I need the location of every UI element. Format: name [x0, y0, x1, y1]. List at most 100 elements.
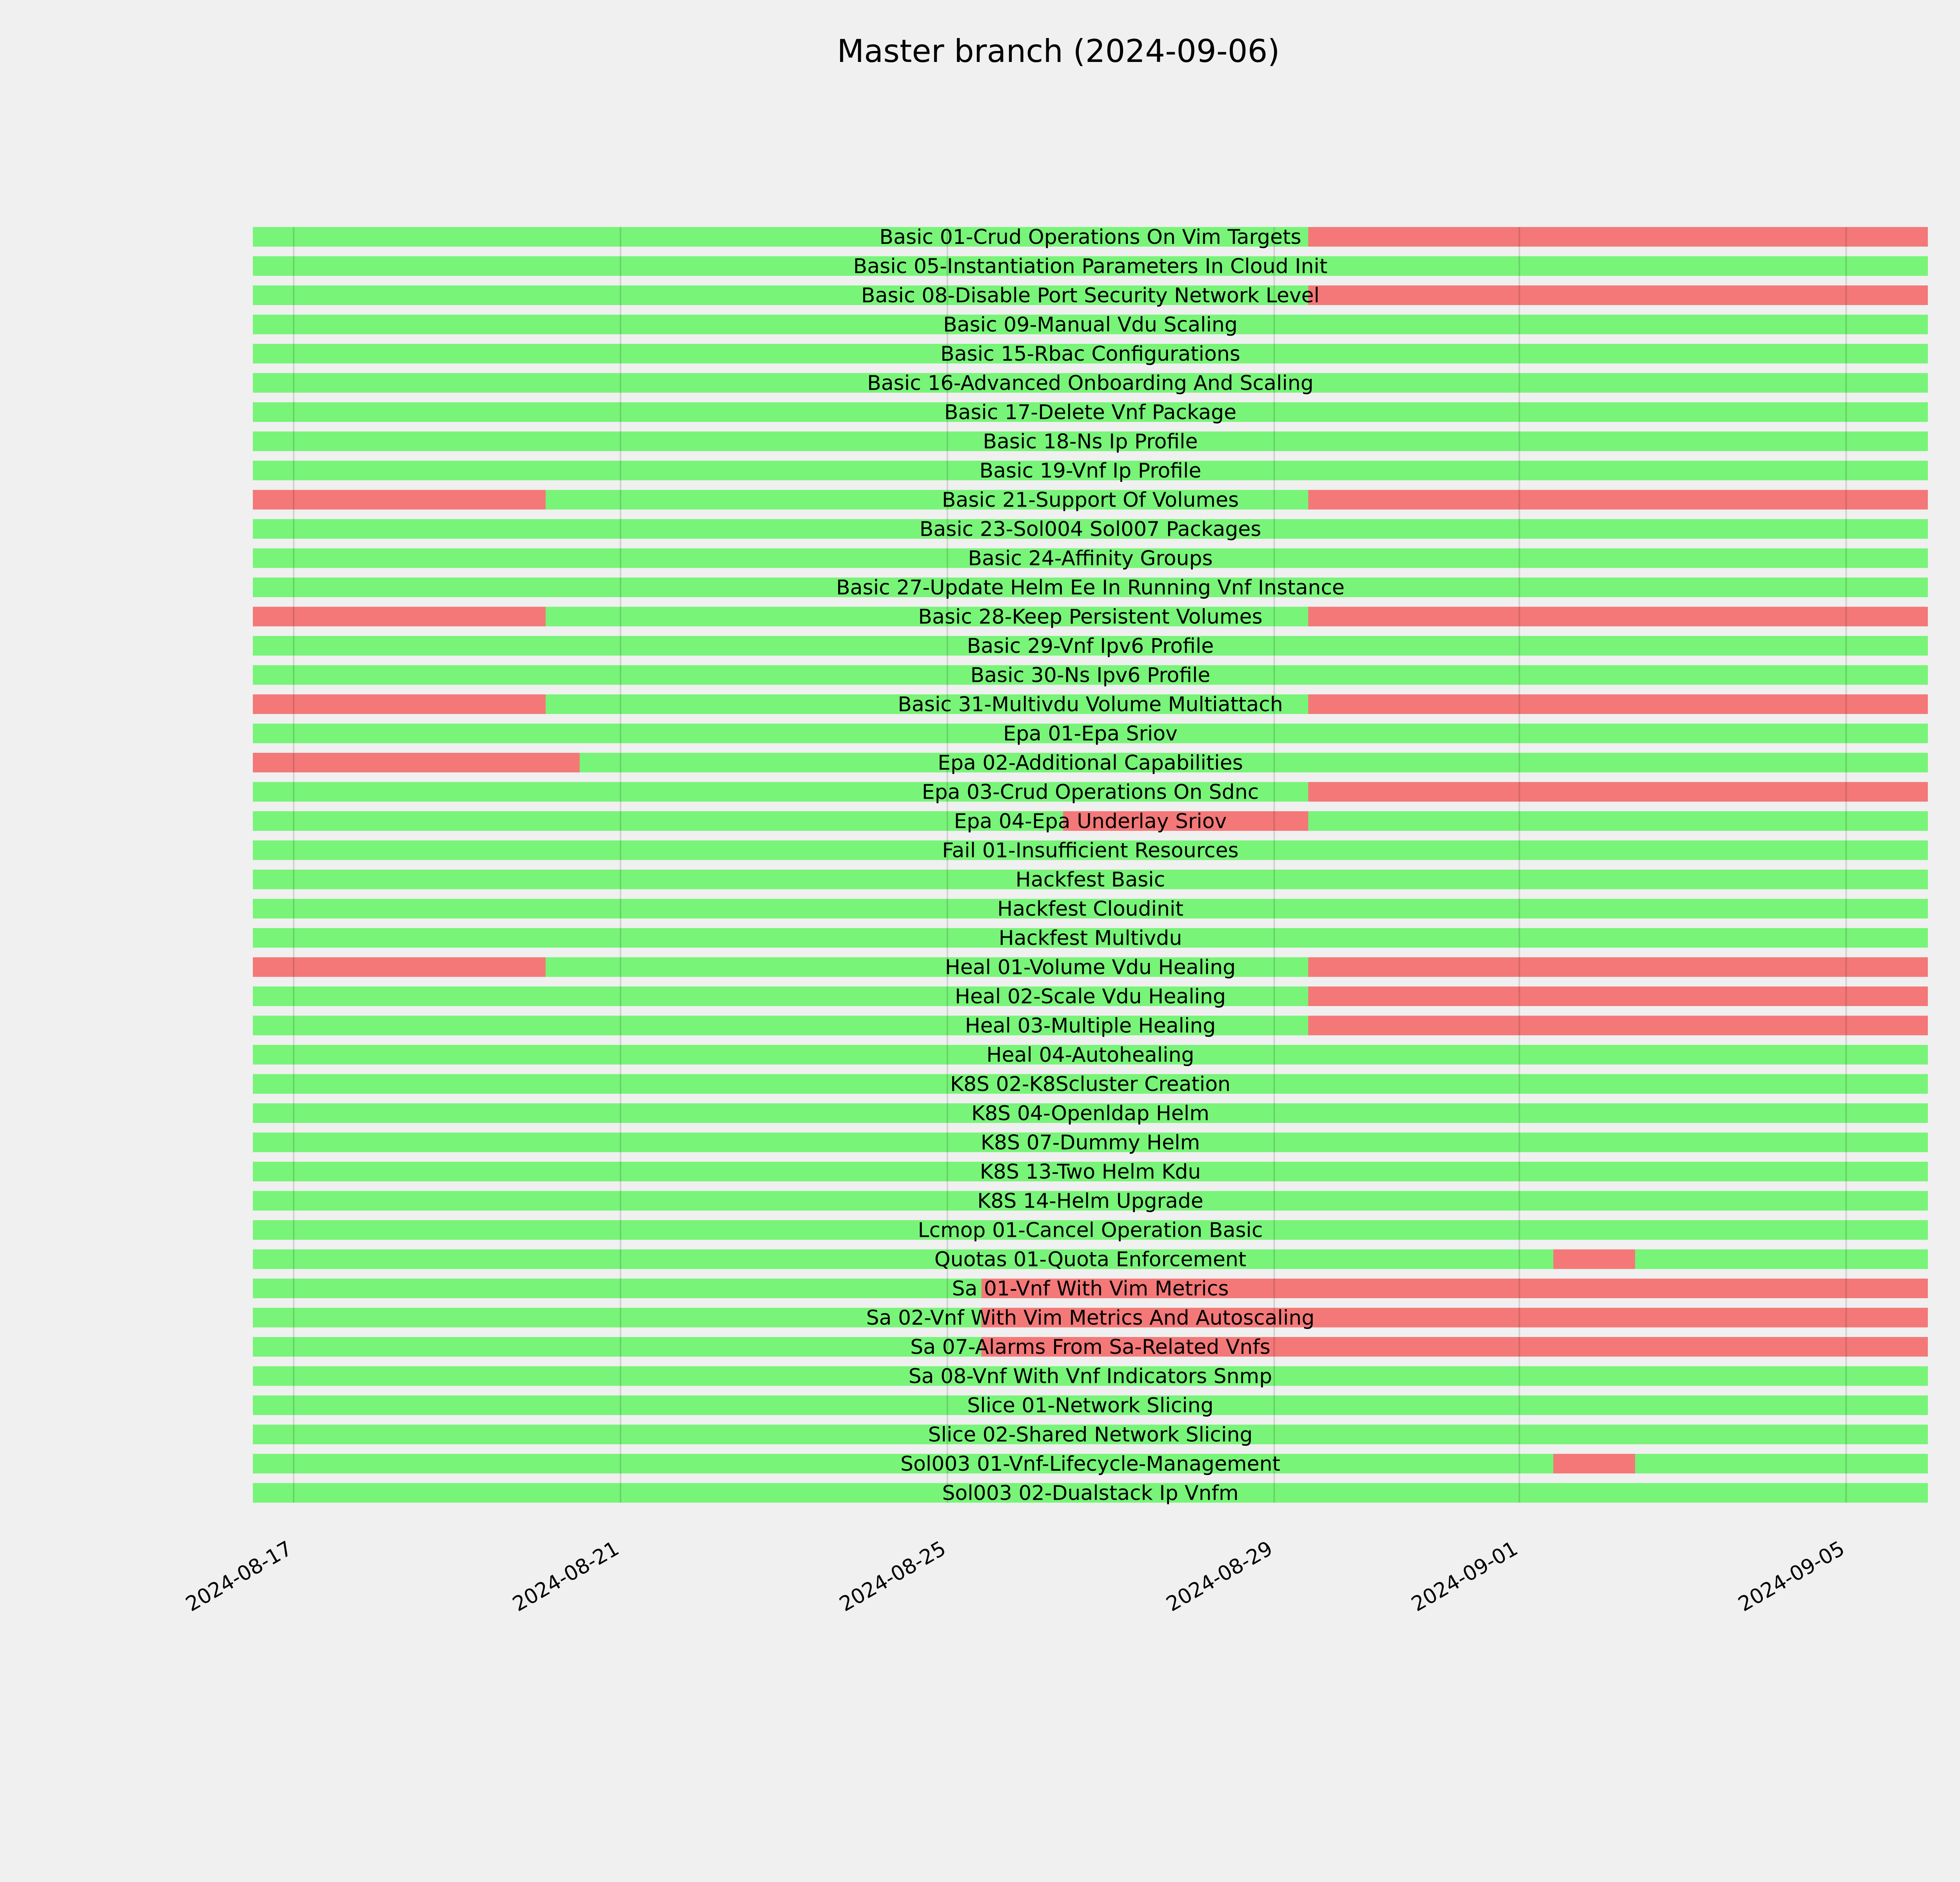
row-label: Basic 28-Keep Persistent Volumes: [918, 605, 1262, 629]
row-label: Basic 23-Sol004 Sol007 Packages: [920, 518, 1261, 541]
pass-bar: [253, 723, 1928, 743]
row-label: Basic 24-Affinity Groups: [968, 547, 1212, 570]
pass-bar: [253, 548, 1928, 568]
row-label: Sa 08-Vnf With Vnf Indicators Snmp: [909, 1365, 1272, 1388]
x-tick-label: 2024-08-25: [836, 1537, 950, 1616]
fail-segment: [1308, 782, 1928, 802]
row-label: Heal 04-Autohealing: [986, 1043, 1194, 1067]
row-label: Basic 05-Instantiation Parameters In Clo…: [853, 255, 1328, 278]
row-label: Heal 01-Volume Vdu Healing: [945, 956, 1236, 979]
row-label: K8S 07-Dummy Helm: [981, 1131, 1200, 1155]
pass-bar: [253, 1191, 1928, 1211]
row-label: Epa 03-Crud Operations On Sdnc: [922, 781, 1259, 804]
pass-bar: [253, 928, 1928, 948]
row-label: Sol003 02-Dualstack Ip Vnfm: [942, 1482, 1238, 1505]
pass-bar: [253, 431, 1928, 451]
fail-segment: [1308, 957, 1928, 977]
fail-segment: [1308, 1015, 1928, 1035]
row-label: Epa 01-Epa Sriov: [1003, 722, 1178, 746]
row-label: Basic 29-Vnf Ipv6 Profile: [967, 634, 1214, 658]
row-label: Heal 03-Multiple Healing: [965, 1014, 1216, 1038]
row-label: Basic 15-Rbac Configurations: [940, 342, 1240, 366]
fail-segment: [1063, 811, 1308, 831]
fail-segment: [1308, 986, 1928, 1006]
fail-segment: [1553, 1454, 1635, 1473]
row-label: Slice 02-Shared Network Slicing: [928, 1423, 1252, 1447]
pass-bar: [253, 256, 1928, 276]
pass-bar: [253, 402, 1928, 422]
status-bars: [253, 227, 1928, 1503]
pass-bar: [253, 1424, 1928, 1444]
pass-bar: [253, 373, 1928, 393]
chart-title: Master branch (2024-09-06): [837, 33, 1280, 69]
fail-segment: [253, 607, 546, 627]
pass-bar: [253, 1103, 1928, 1123]
row-label: Basic 31-Multivdu Volume Multiattach: [898, 693, 1283, 716]
row-label: Hackfest Basic: [1016, 868, 1165, 892]
fail-segment: [1308, 490, 1928, 510]
fail-segment: [981, 1337, 1928, 1357]
row-label: Basic 01-Crud Operations On Vim Targets: [879, 225, 1301, 249]
fail-segment: [1308, 227, 1928, 247]
x-tick-label: 2024-08-29: [1162, 1537, 1277, 1616]
fail-segment: [1553, 1249, 1635, 1269]
row-label: Basic 17-Delete Vnf Package: [944, 401, 1236, 424]
x-tick-label: 2024-09-05: [1734, 1537, 1849, 1616]
row-label: Heal 02-Scale Vdu Healing: [955, 985, 1226, 1008]
row-label: Fail 01-Insufficient Resources: [942, 839, 1238, 863]
x-tick-label: 2024-08-17: [182, 1537, 296, 1616]
x-tick-label: 2024-08-21: [509, 1537, 623, 1616]
pass-bar: [253, 578, 1928, 597]
row-label: Epa 04-Epa Underlay Sriov: [954, 810, 1227, 833]
pass-bar: [253, 870, 1928, 889]
row-label: Epa 02-Additional Capabilities: [938, 751, 1243, 775]
row-label: Hackfest Cloudinit: [997, 897, 1183, 921]
row-label: Sa 07-Alarms From Sa-Related Vnfs: [910, 1335, 1270, 1359]
pass-bar: [253, 314, 1928, 334]
row-label: Basic 30-Ns Ipv6 Profile: [970, 664, 1210, 687]
fail-segment: [981, 1279, 1928, 1298]
fail-segment: [253, 957, 546, 977]
pass-bar: [253, 1454, 1928, 1473]
row-label: Basic 19-Vnf Ip Profile: [979, 459, 1201, 483]
row-label: Slice 01-Network Slicing: [967, 1394, 1214, 1417]
row-label: Sol003 01-Vnf-Lifecycle-Management: [900, 1452, 1280, 1476]
row-label: Hackfest Multivdu: [999, 926, 1182, 950]
x-axis-ticks: 2024-08-17 2024-08-21 2024-08-25 2024-08-29…: [182, 1537, 1849, 1616]
fail-segment: [1308, 285, 1928, 305]
pass-bar: [253, 899, 1928, 919]
fail-segment: [253, 753, 580, 772]
pass-bar: [253, 1395, 1928, 1415]
row-label: Basic 09-Manual Vdu Scaling: [943, 313, 1238, 337]
pass-bar: [253, 1366, 1928, 1386]
pass-bar: [253, 1483, 1928, 1503]
row-label: K8S 13-Two Helm Kdu: [980, 1160, 1201, 1184]
row-label: Basic 18-Ns Ip Profile: [983, 430, 1198, 454]
pass-bar: [253, 344, 1928, 363]
row-label: Sa 02-Vnf With Vim Metrics And Autoscali…: [866, 1306, 1315, 1330]
pass-bar: [253, 1074, 1928, 1094]
grid-lines: [293, 227, 1847, 1503]
row-label: Lcmop 01-Cancel Operation Basic: [918, 1219, 1263, 1242]
fail-segment: [253, 490, 546, 510]
pass-bar: [253, 636, 1928, 656]
row-label: Basic 16-Advanced Onboarding And Scaling: [867, 372, 1314, 395]
row-labels: Basic 01-Crud Operations On Vim Targets B…: [836, 225, 1345, 1505]
fail-segment: [981, 1308, 1928, 1328]
pass-bar: [253, 665, 1928, 685]
row-label: Sa 01-Vnf With Vim Metrics: [952, 1277, 1229, 1301]
pass-bar: [253, 1132, 1928, 1152]
pass-bar: [253, 1045, 1928, 1065]
row-label: Basic 08-Disable Port Security Network L…: [861, 284, 1319, 307]
row-label: Basic 27-Update Helm Ee In Running Vnf I…: [836, 576, 1345, 599]
fail-segment: [253, 694, 546, 714]
fail-segment: [1308, 607, 1928, 627]
pass-bar: [253, 1220, 1928, 1240]
pass-bar: [253, 461, 1928, 480]
x-tick-label: 2024-09-01: [1408, 1537, 1522, 1616]
pass-bar: [253, 840, 1928, 860]
row-label: K8S 02-K8Scluster Creation: [950, 1073, 1230, 1096]
fail-segment: [1308, 694, 1928, 714]
pass-bar: [253, 519, 1928, 539]
